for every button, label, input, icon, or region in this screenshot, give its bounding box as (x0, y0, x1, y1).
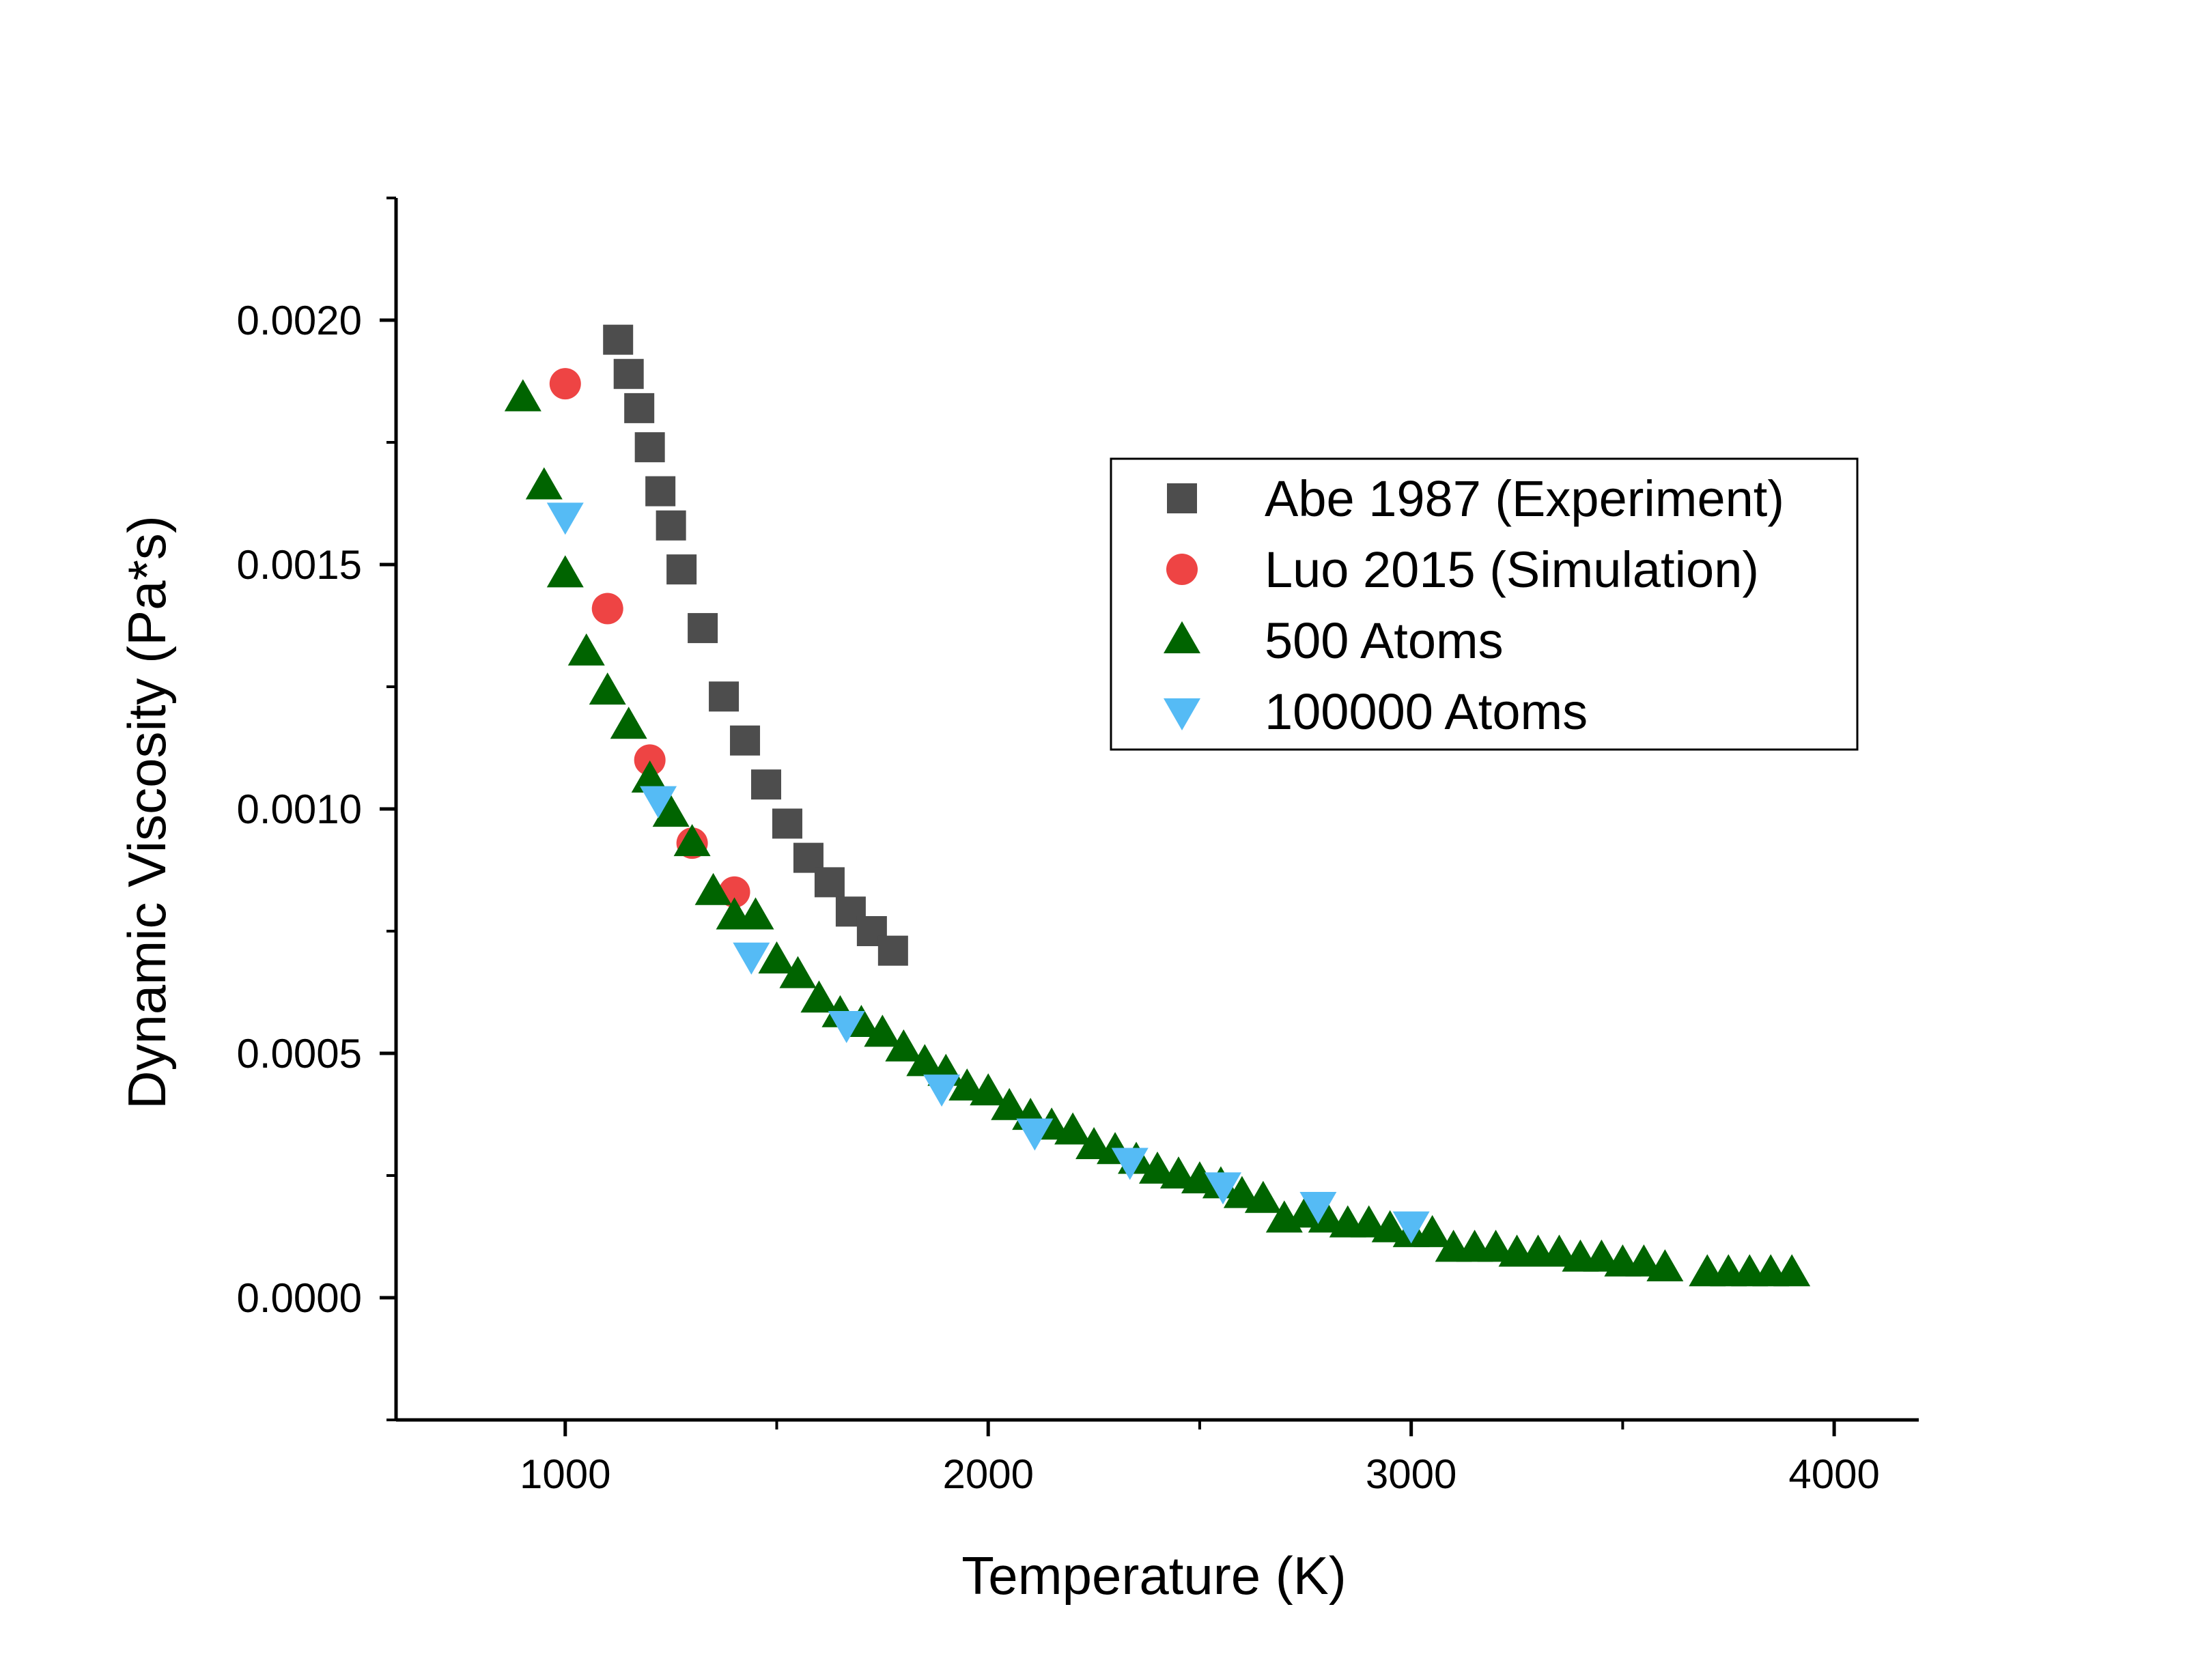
data-point (733, 942, 770, 975)
data-point (1392, 1211, 1430, 1244)
data-point (1773, 1254, 1811, 1287)
legend-entry-label: 100000 Atoms (1265, 683, 1588, 740)
data-point (525, 467, 563, 500)
data-point (779, 956, 817, 988)
y-tick-label: 0.0010 (236, 786, 362, 832)
data-point (1540, 1234, 1578, 1267)
data-point (645, 476, 676, 507)
data-point (1299, 1191, 1337, 1224)
data-point (772, 808, 802, 839)
x-tick-label: 4000 (1788, 1451, 1879, 1497)
data-point (1583, 1239, 1620, 1272)
data-point (877, 935, 908, 966)
x-tick-label: 3000 (1366, 1451, 1456, 1497)
legend-entry-label: Luo 2015 (Simulation) (1265, 541, 1759, 598)
data-point (1244, 1180, 1282, 1213)
data-point (631, 760, 668, 793)
data-point (1075, 1127, 1113, 1160)
legend-marker (1167, 483, 1197, 513)
data-point (567, 633, 605, 666)
data-point (1371, 1210, 1409, 1242)
y-tick-label: 0.0000 (236, 1275, 362, 1321)
data-point (1159, 1156, 1197, 1188)
data-point (885, 1029, 923, 1062)
data-point (1308, 1200, 1345, 1233)
data-point (546, 502, 584, 535)
data-point (624, 393, 655, 423)
data-point (589, 672, 626, 705)
data-point (1054, 1112, 1092, 1145)
data-point (970, 1073, 1007, 1106)
data-point (1350, 1205, 1388, 1238)
legend-marker (1164, 698, 1200, 730)
data-point (906, 1044, 944, 1077)
data-point (730, 725, 761, 756)
data-point (1016, 1118, 1054, 1151)
data-point (737, 897, 774, 930)
data-point (1223, 1176, 1261, 1208)
data-point (1625, 1244, 1663, 1277)
data-point (656, 510, 686, 541)
legend-marker (1164, 621, 1200, 653)
data-point (652, 795, 690, 827)
data-point (688, 613, 718, 644)
data-point (814, 867, 845, 898)
y-tick-label: 0.0005 (236, 1031, 362, 1077)
data-point (948, 1068, 986, 1101)
data-point (613, 358, 644, 389)
data-point (751, 769, 782, 800)
data-point (694, 872, 732, 905)
data-point (610, 707, 647, 739)
data-point (546, 555, 584, 588)
x-tick-label: 1000 (520, 1451, 610, 1497)
y-tick-label: 0.0015 (236, 542, 362, 588)
legend-marker (1166, 554, 1198, 585)
data-point (758, 941, 796, 973)
data-point (1111, 1148, 1149, 1180)
data-point (666, 554, 697, 585)
data-point (603, 324, 634, 355)
data-point (673, 824, 711, 857)
series-0 (603, 324, 908, 966)
data-point (1646, 1249, 1684, 1282)
data-markers (504, 324, 1811, 1287)
x-tick-label: 2000 (942, 1451, 1033, 1497)
data-point (1139, 1151, 1176, 1184)
legend-entry-label: Abe 1987 (Experiment) (1265, 470, 1784, 527)
data-point (923, 1074, 961, 1107)
data-point (991, 1087, 1028, 1120)
y-tick-label: 0.0020 (236, 298, 362, 343)
data-point (828, 1011, 865, 1044)
data-point (1413, 1214, 1451, 1247)
data-point (549, 368, 581, 400)
series-3 (546, 502, 1430, 1244)
data-point (800, 980, 838, 1013)
legend-entry-label: 500 Atoms (1265, 612, 1504, 669)
data-point (1205, 1172, 1242, 1205)
data-point (634, 744, 666, 776)
x-axis-title: Temperature (K) (961, 1546, 1347, 1606)
data-point (1477, 1229, 1515, 1262)
data-point (634, 432, 665, 463)
data-point (504, 379, 541, 412)
data-point (709, 681, 740, 712)
legend-box (1110, 457, 1859, 751)
data-point (864, 1014, 901, 1047)
y-axis-title: Dynamic Viscosity (Pa*s) (117, 515, 177, 1109)
data-point (591, 593, 623, 625)
axes: 1000 2000 3000 4000 0.0000 0.0005 0.0010 0.0015… (236, 197, 1919, 1497)
legend: Abe 1987 (Experiment) Luo 2015 (Simulatio… (1110, 457, 1859, 751)
data-point (1181, 1161, 1218, 1194)
data-point (640, 786, 677, 818)
data-point (1286, 1195, 1324, 1228)
